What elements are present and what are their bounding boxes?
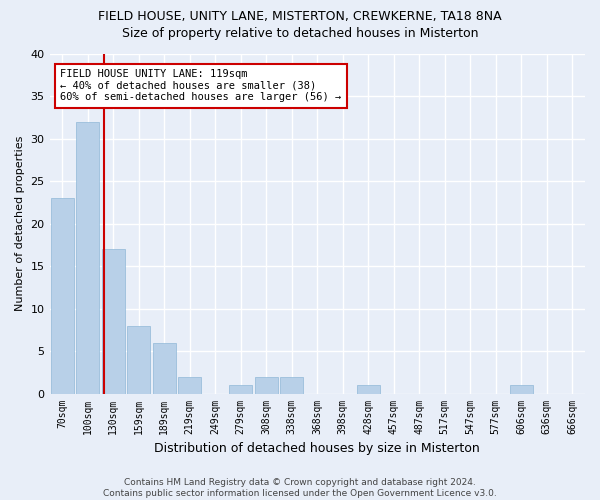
X-axis label: Distribution of detached houses by size in Misterton: Distribution of detached houses by size … [154,442,480,455]
Bar [280,376,303,394]
Text: FIELD HOUSE, UNITY LANE, MISTERTON, CREWKERNE, TA18 8NA: FIELD HOUSE, UNITY LANE, MISTERTON, CREW… [98,10,502,23]
Text: FIELD HOUSE UNITY LANE: 119sqm
← 40% of detached houses are smaller (38)
60% of : FIELD HOUSE UNITY LANE: 119sqm ← 40% of … [60,70,341,102]
Bar [76,122,99,394]
Text: Contains HM Land Registry data © Crown copyright and database right 2024.
Contai: Contains HM Land Registry data © Crown c… [103,478,497,498]
Bar [51,198,74,394]
Bar [102,249,125,394]
Text: Size of property relative to detached houses in Misterton: Size of property relative to detached ho… [122,28,478,40]
Bar [229,385,252,394]
Bar [510,385,533,394]
Bar [255,376,278,394]
Bar [357,385,380,394]
Bar [178,376,201,394]
Bar [153,342,176,394]
Bar [127,326,150,394]
Y-axis label: Number of detached properties: Number of detached properties [15,136,25,312]
